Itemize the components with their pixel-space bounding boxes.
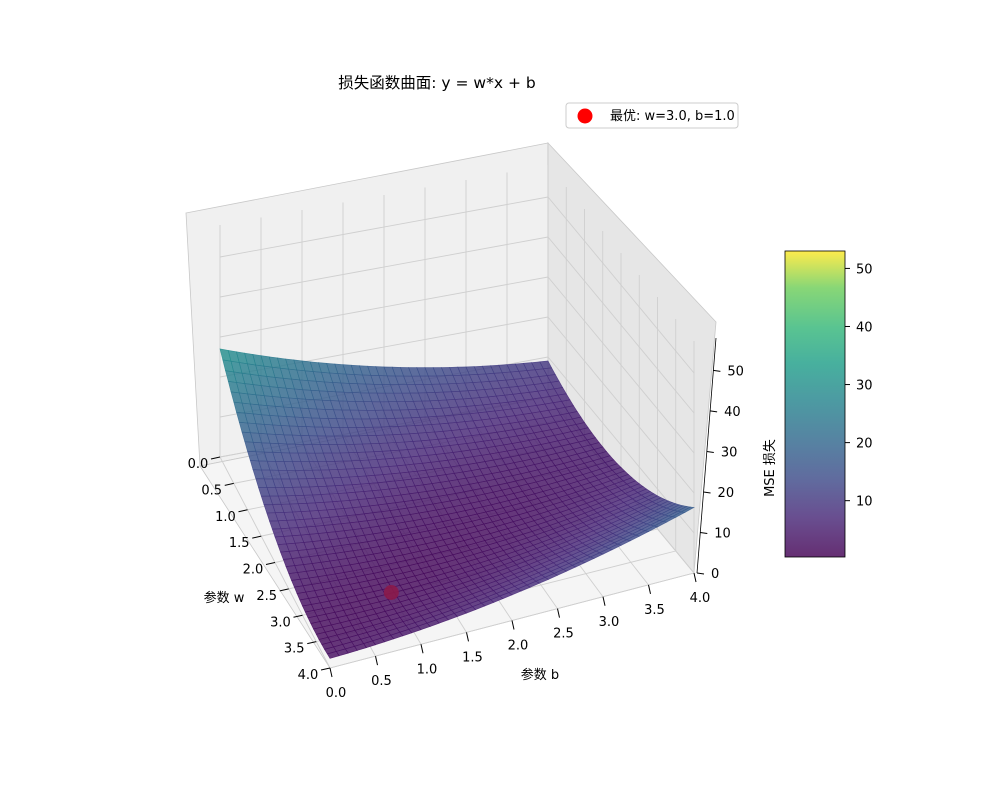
w-tick-mark bbox=[265, 562, 276, 565]
w-tick-label: 0.5 bbox=[201, 483, 222, 498]
legend-label: 最优: w=3.0, b=1.0 bbox=[610, 109, 735, 124]
colorbar-tick-label: 30 bbox=[856, 379, 873, 394]
w-tick-label: 4.0 bbox=[298, 668, 319, 683]
chart-title: 损失函数曲面: y = w*x + b bbox=[338, 74, 535, 92]
b-tick-label: 0.5 bbox=[371, 674, 392, 689]
w-tick-mark bbox=[252, 535, 262, 539]
w-tick-label: 0.0 bbox=[188, 457, 209, 472]
b-tick-label: 3.5 bbox=[644, 603, 665, 618]
z-tick-label: 50 bbox=[727, 364, 744, 379]
z-axis-label: MSE 损失 bbox=[763, 439, 778, 497]
b-tick-mark bbox=[375, 656, 378, 666]
legend-marker bbox=[577, 108, 593, 124]
w-tick-label: 3.0 bbox=[270, 615, 291, 630]
w-tick-label: 1.5 bbox=[229, 536, 250, 551]
colorbar-tick-label: 20 bbox=[856, 437, 873, 452]
colorbar-tick-label: 50 bbox=[856, 262, 873, 277]
z-tick-label: 30 bbox=[721, 445, 738, 460]
w-tick-label: 2.0 bbox=[243, 563, 264, 578]
z-tick-mark bbox=[706, 450, 714, 453]
w-tick-mark bbox=[279, 588, 289, 592]
z-tick-label: 20 bbox=[718, 486, 735, 501]
colorbar-tick-label: 40 bbox=[856, 320, 873, 335]
colorbar-gradient bbox=[785, 251, 845, 557]
w-tick-mark bbox=[320, 667, 331, 671]
mse-surface bbox=[219, 348, 695, 659]
legend-box bbox=[565, 102, 739, 129]
b-tick-label: 2.5 bbox=[553, 627, 574, 642]
colorbar-tick-label: 10 bbox=[856, 495, 873, 510]
optimum-point-marker bbox=[383, 585, 399, 600]
surface-patch bbox=[326, 651, 340, 659]
x-axis-label: 参数 w bbox=[204, 590, 245, 606]
b-tick-label: 1.0 bbox=[417, 662, 438, 677]
z-axis-line bbox=[696, 337, 717, 574]
z-tick-mark bbox=[713, 369, 721, 372]
b-tick-mark bbox=[466, 632, 469, 642]
b-tick-mark bbox=[693, 572, 697, 583]
z-tick-mark bbox=[710, 410, 718, 413]
b-tick-label: 4.0 bbox=[690, 591, 711, 606]
colorbar: 10 20 30 40 50 bbox=[784, 250, 873, 558]
w-tick-mark bbox=[293, 614, 303, 618]
b-tick-mark bbox=[420, 644, 424, 654]
z-tick-mark bbox=[703, 491, 711, 494]
b-tick-label: 2.0 bbox=[508, 639, 529, 654]
legend: 最优: w=3.0, b=1.0 bbox=[565, 102, 739, 129]
z-tick-label: 10 bbox=[714, 526, 731, 541]
w-tick-label: 2.5 bbox=[256, 589, 277, 604]
w-tick-mark bbox=[224, 482, 234, 486]
w-tick-mark bbox=[210, 456, 221, 460]
b-tick-label: 3.0 bbox=[599, 615, 620, 630]
w-tick-mark bbox=[238, 509, 248, 513]
b-tick-mark bbox=[329, 667, 333, 678]
y-axis-label: 参数 b bbox=[521, 667, 559, 683]
z-tick-label: 40 bbox=[724, 405, 741, 420]
b-tick-mark bbox=[648, 584, 651, 594]
b-tick-label: 0.0 bbox=[326, 686, 347, 701]
w-tick-label: 3.5 bbox=[284, 642, 305, 657]
z-tick-label: 0 bbox=[711, 567, 719, 582]
w-tick-mark bbox=[307, 641, 317, 645]
z-tick-mark bbox=[696, 572, 705, 575]
axis-ticks: 0.0 0.5 1.0 1.5 2.0 2.5 3.0 3.5 4.0 0.0 0.5 1.0 1.5 2… bbox=[188, 337, 744, 701]
colorbar-frame bbox=[784, 250, 846, 558]
b-tick-mark bbox=[557, 608, 560, 618]
b-tick-mark bbox=[602, 596, 606, 606]
b-tick-mark bbox=[511, 620, 515, 630]
w-tick-label: 1.0 bbox=[215, 510, 236, 525]
z-tick-mark bbox=[700, 531, 708, 534]
b-tick-label: 1.5 bbox=[462, 650, 483, 665]
